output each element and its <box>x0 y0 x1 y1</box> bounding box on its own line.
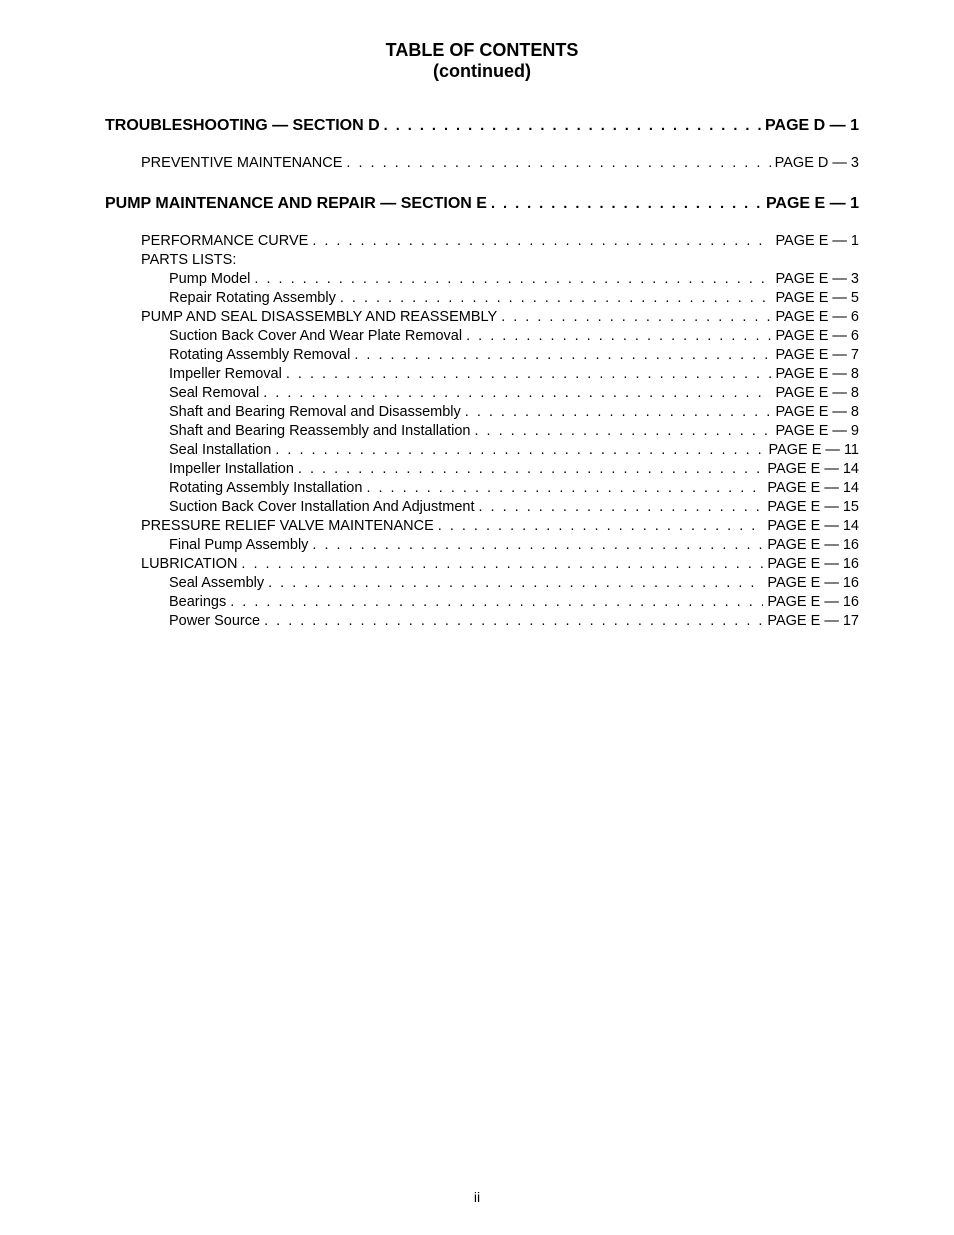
toc-entry-page: PAGE E — 14 <box>767 518 859 534</box>
toc-leader-dots <box>474 423 771 439</box>
toc-entry-page: PAGE E — 16 <box>767 594 859 610</box>
toc-entry-page: PAGE D — 1 <box>765 117 859 135</box>
toc-entry-page: PAGE E — 8 <box>775 404 859 420</box>
toc-entry-page: PAGE E — 17 <box>767 613 859 629</box>
toc-entry: Shaft and Bearing Reassembly and Install… <box>169 423 859 439</box>
toc-entry-page: PAGE E — 6 <box>775 309 859 325</box>
toc-entry: Seal Assembly PAGE E — 16 <box>169 575 859 591</box>
toc-leader-dots <box>275 442 764 458</box>
table-of-contents: TROUBLESHOOTING — SECTION D PAGE D — 1 PRE… <box>105 117 859 629</box>
toc-entry-label: Final Pump Assembly <box>169 537 308 553</box>
toc-entry: PERFORMANCE CURVE PAGE E — 1 <box>141 233 859 249</box>
toc-leader-dots <box>268 575 763 591</box>
toc-leader-dots <box>366 480 763 496</box>
toc-entry-page: PAGE E — 8 <box>775 385 859 401</box>
toc-leader-dots <box>312 233 771 249</box>
toc-leader-dots <box>438 518 764 534</box>
toc-entry-page: PAGE D — 3 <box>775 155 859 171</box>
toc-entry-page: PAGE E — 16 <box>767 537 859 553</box>
toc-leader-dots <box>312 537 763 553</box>
toc-leader-dots <box>241 556 763 572</box>
toc-leader-dots <box>501 309 771 325</box>
toc-entry-page: PAGE E — 16 <box>767 575 859 591</box>
title-line-1: TABLE OF CONTENTS <box>105 40 859 61</box>
toc-entry-label: Suction Back Cover Installation And Adju… <box>169 499 474 515</box>
toc-leader-dots <box>465 404 772 420</box>
toc-leader-dots <box>230 594 763 610</box>
toc-entry-label: Power Source <box>169 613 260 629</box>
toc-entry-label: Bearings <box>169 594 226 610</box>
toc-entry-page: PAGE E — 1 <box>775 233 859 249</box>
toc-entry: Seal Installation PAGE E — 11 <box>169 442 859 458</box>
toc-entry-label: Suction Back Cover And Wear Plate Remova… <box>169 328 462 344</box>
toc-entry: Repair Rotating Assembly PAGE E — 5 <box>169 290 859 306</box>
toc-entry-label: Seal Installation <box>169 442 271 458</box>
toc-leader-dots <box>466 328 771 344</box>
toc-entry-page: PAGE E — 5 <box>775 290 859 306</box>
toc-leader-dots <box>354 347 771 363</box>
toc-entry: PUMP MAINTENANCE AND REPAIR — SECTION E P… <box>105 195 859 213</box>
toc-entry-page: PAGE E — 9 <box>775 423 859 439</box>
toc-entry-label: PARTS LISTS: <box>141 252 236 268</box>
toc-entry: Shaft and Bearing Removal and Disassembl… <box>169 404 859 420</box>
toc-entry-label: Seal Assembly <box>169 575 264 591</box>
toc-entry: Suction Back Cover Installation And Adju… <box>169 499 859 515</box>
toc-entry-page: PAGE E — 6 <box>775 328 859 344</box>
toc-entry-label: Shaft and Bearing Reassembly and Install… <box>169 423 470 439</box>
toc-entry: Final Pump Assembly PAGE E — 16 <box>169 537 859 553</box>
toc-entry-label: PREVENTIVE MAINTENANCE <box>141 155 342 171</box>
title-line-2: (continued) <box>105 61 859 82</box>
toc-entry: TROUBLESHOOTING — SECTION D PAGE D — 1 <box>105 117 859 135</box>
toc-entry: PUMP AND SEAL DISASSEMBLY AND REASSEMBLY… <box>141 309 859 325</box>
toc-entry: Power Source PAGE E — 17 <box>169 613 859 629</box>
toc-entry-label: Rotating Assembly Removal <box>169 347 350 363</box>
toc-entry: Rotating Assembly Installation PAGE E — 1… <box>169 480 859 496</box>
toc-entry-page: PAGE E — 14 <box>767 461 859 477</box>
toc-entry-label: Shaft and Bearing Removal and Disassembl… <box>169 404 461 420</box>
page-number: ii <box>0 1189 954 1205</box>
toc-entry-page: PAGE E — 14 <box>767 480 859 496</box>
toc-leader-dots <box>263 385 771 401</box>
toc-entry-page: PAGE E — 1 <box>766 195 859 213</box>
toc-leader-dots <box>264 613 763 629</box>
toc-entry-label: PRESSURE RELIEF VALVE MAINTENANCE <box>141 518 434 534</box>
toc-entry: PRESSURE RELIEF VALVE MAINTENANCE PAGE E … <box>141 518 859 534</box>
toc-entry-label: Impeller Installation <box>169 461 294 477</box>
toc-entry: Rotating Assembly Removal PAGE E — 7 <box>169 347 859 363</box>
toc-entry: LUBRICATION PAGE E — 16 <box>141 556 859 572</box>
toc-entry-label: Pump Model <box>169 271 250 287</box>
toc-entry: PARTS LISTS: <box>141 252 859 268</box>
toc-entry-label: Rotating Assembly Installation <box>169 480 362 496</box>
toc-entry-label: Repair Rotating Assembly <box>169 290 336 306</box>
toc-entry-page: PAGE E — 16 <box>767 556 859 572</box>
toc-entry-page: PAGE E — 8 <box>775 366 859 382</box>
toc-entry-label: PERFORMANCE CURVE <box>141 233 308 249</box>
toc-entry-label: Seal Removal <box>169 385 259 401</box>
toc-leader-dots <box>286 366 772 382</box>
toc-entry-page: PAGE E — 15 <box>767 499 859 515</box>
toc-leader-dots <box>346 155 770 171</box>
toc-entry-label: Impeller Removal <box>169 366 282 382</box>
toc-entry-page: PAGE E — 7 <box>775 347 859 363</box>
toc-leader-dots <box>384 118 761 134</box>
title-block: TABLE OF CONTENTS (continued) <box>105 40 859 82</box>
toc-entry-label: LUBRICATION <box>141 556 237 572</box>
toc-entry-label: PUMP AND SEAL DISASSEMBLY AND REASSEMBLY <box>141 309 497 325</box>
toc-entry: Pump Model PAGE E — 3 <box>169 271 859 287</box>
toc-leader-dots <box>298 461 763 477</box>
toc-entry-page: PAGE E — 3 <box>775 271 859 287</box>
toc-entry-label: TROUBLESHOOTING — SECTION D <box>105 117 380 135</box>
toc-entry: Impeller Installation PAGE E — 14 <box>169 461 859 477</box>
toc-entry: Suction Back Cover And Wear Plate Remova… <box>169 328 859 344</box>
toc-entry: Bearings PAGE E — 16 <box>169 594 859 610</box>
toc-leader-dots <box>340 290 772 306</box>
toc-entry-page: PAGE E — 11 <box>768 442 859 458</box>
toc-entry-label: PUMP MAINTENANCE AND REPAIR — SECTION E <box>105 195 487 213</box>
toc-entry: Impeller Removal PAGE E — 8 <box>169 366 859 382</box>
toc-entry: Seal Removal PAGE E — 8 <box>169 385 859 401</box>
toc-entry: PREVENTIVE MAINTENANCE PAGE D — 3 <box>141 155 859 171</box>
toc-leader-dots <box>491 196 762 212</box>
toc-leader-dots <box>254 271 771 287</box>
toc-leader-dots <box>478 499 763 515</box>
